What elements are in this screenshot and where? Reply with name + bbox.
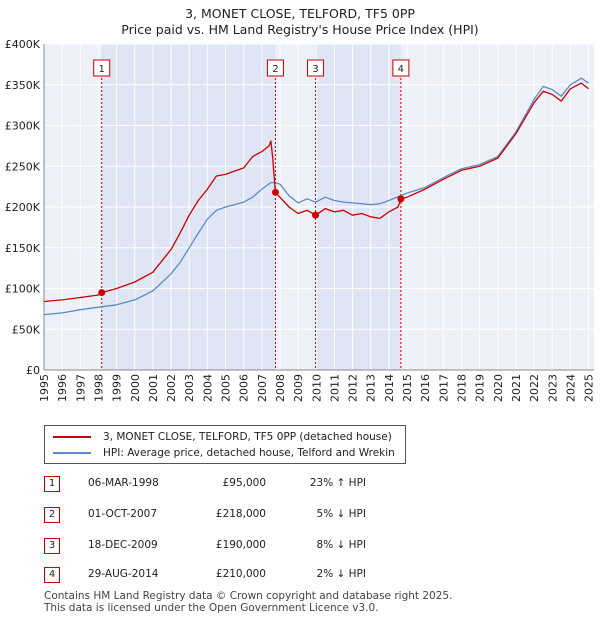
price-chart: £0 £50K £100K £150K £200K £250K £300K £350K £400… <box>5 38 596 402</box>
transaction-number-badge: 1 <box>44 476 60 492</box>
x-tick-label: 2000 <box>129 374 142 402</box>
x-tick-label: 2020 <box>492 374 505 402</box>
transaction-number-badge: 3 <box>44 538 60 554</box>
x-tick-label: 2016 <box>419 374 432 402</box>
transaction-row: 3 18-DEC-2009 £190,000 8% ↓ HPI <box>44 538 444 556</box>
transaction-price: £190,000 <box>215 539 266 551</box>
chart-subtitle: Price paid vs. HM Land Registry's House … <box>121 22 479 37</box>
x-tick-label: 2017 <box>437 374 450 402</box>
x-tick-label: 2006 <box>238 374 251 402</box>
y-tick-label: £0 <box>26 364 40 377</box>
transaction-date: 01-OCT-2007 <box>88 508 157 520</box>
sale-point <box>312 211 320 219</box>
legend-swatch-hpi <box>53 452 91 454</box>
transaction-hpi-diff: 8% ↓ HPI <box>316 539 366 551</box>
transaction-row: 2 01-OCT-2007 £218,000 5% ↓ HPI <box>44 507 444 525</box>
legend-item-hpi: HPI: Average price, detached house, Telf… <box>53 446 395 460</box>
x-tick-label: 2021 <box>510 374 523 402</box>
x-tick-label: 2002 <box>165 374 178 402</box>
legend-swatch-property <box>53 436 91 438</box>
transaction-price: £210,000 <box>215 568 266 580</box>
x-tick-label: 2018 <box>455 374 468 402</box>
x-tick-label: 2008 <box>274 374 287 402</box>
marker-label-box <box>266 59 284 77</box>
sale-point <box>397 195 405 203</box>
x-tick-label: 2012 <box>347 374 360 402</box>
y-tick-label: £400K <box>5 38 41 51</box>
y-tick-label: £350K <box>5 79 41 92</box>
footer-attribution: Contains HM Land Registry data © Crown c… <box>44 590 452 614</box>
x-tick-label: 2015 <box>401 374 414 402</box>
marker-label: 2 <box>272 64 278 75</box>
chart-title-block: 3, MONET CLOSE, TELFORD, TF5 0PP Price p… <box>0 6 600 38</box>
marker-label-box <box>392 59 410 77</box>
x-tick-label: 2023 <box>546 374 559 402</box>
x-tick-label: 1996 <box>56 374 69 402</box>
x-tick-label: 1997 <box>74 374 87 402</box>
x-tick-label: 2024 <box>564 374 577 402</box>
property-price-line <box>43 82 590 303</box>
marker-label-box <box>93 59 111 77</box>
x-tick-label: 2007 <box>256 374 269 402</box>
x-tick-label: 2001 <box>147 374 160 402</box>
transaction-number-badge: 2 <box>44 507 60 523</box>
transaction-hpi-diff: 2% ↓ HPI <box>316 568 366 580</box>
x-tick-label: 2019 <box>474 374 487 402</box>
sale-point <box>98 289 106 297</box>
chart-title: 3, MONET CLOSE, TELFORD, TF5 0PP <box>185 6 415 21</box>
y-tick-label: £150K <box>5 242 41 255</box>
legend-label-hpi: HPI: Average price, detached house, Telf… <box>103 447 395 459</box>
transaction-row: 4 29-AUG-2014 £210,000 2% ↓ HPI <box>44 567 444 585</box>
transaction-hpi-diff: 23% ↑ HPI <box>309 477 366 489</box>
marker-label: 4 <box>398 64 404 75</box>
legend-item-property: 3, MONET CLOSE, TELFORD, TF5 0PP (detach… <box>53 430 392 444</box>
y-tick-label: £200K <box>5 201 41 214</box>
y-tick-label: £100K <box>5 283 41 296</box>
x-tick-label: 2009 <box>292 374 305 402</box>
marker-label: 3 <box>312 64 318 75</box>
hpi-line <box>43 77 589 316</box>
transaction-date: 29-AUG-2014 <box>88 568 159 580</box>
x-tick-label: 2013 <box>365 374 378 402</box>
x-tick-label: 2025 <box>583 374 596 402</box>
x-tick-label: 2011 <box>328 374 341 402</box>
x-tick-label: 2004 <box>201 374 214 402</box>
x-tick-label: 2022 <box>528 374 541 402</box>
transaction-date: 06-MAR-1998 <box>88 477 159 489</box>
y-tick-label: £300K <box>5 120 41 133</box>
footer-line-copyright: Contains HM Land Registry data © Crown c… <box>44 590 453 602</box>
x-tick-label: 2010 <box>310 374 323 402</box>
transaction-row: 1 06-MAR-1998 £95,000 23% ↑ HPI <box>44 476 444 494</box>
marker-label-box <box>307 59 325 77</box>
legend-label-property: 3, MONET CLOSE, TELFORD, TF5 0PP (detach… <box>103 431 392 443</box>
x-tick-label: 2003 <box>183 374 196 402</box>
x-tick-label: 1999 <box>111 374 124 402</box>
x-tick-label: 1995 <box>38 374 51 402</box>
transaction-price: £95,000 <box>222 477 266 489</box>
footer-line-licence: This data is licensed under the Open Gov… <box>44 602 379 614</box>
transaction-number-badge: 4 <box>44 567 60 583</box>
transaction-price: £218,000 <box>215 508 266 520</box>
x-tick-label: 2005 <box>220 374 233 402</box>
sale-point <box>271 188 279 196</box>
y-tick-label: £250K <box>5 160 41 173</box>
marker-label: 1 <box>99 64 105 75</box>
legend: 3, MONET CLOSE, TELFORD, TF5 0PP (detach… <box>44 425 406 464</box>
transaction-date: 18-DEC-2009 <box>88 539 158 551</box>
x-tick-label: 1998 <box>92 374 105 402</box>
transaction-hpi-diff: 5% ↓ HPI <box>316 508 366 520</box>
y-tick-label: £50K <box>12 323 41 336</box>
x-tick-label: 2014 <box>383 374 396 402</box>
